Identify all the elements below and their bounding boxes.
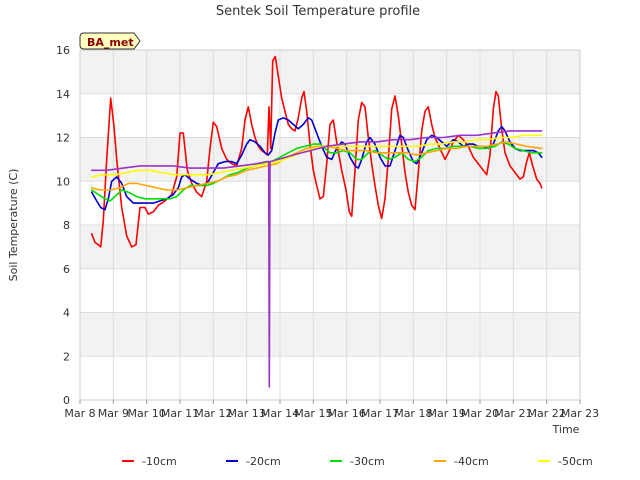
x-tick-label: Mar 11 [161, 407, 199, 420]
legend-label-10cm: -10cm [142, 455, 177, 468]
x-tick-label: Mar 22 [528, 407, 566, 420]
x-tick-label: Mar 9 [98, 407, 129, 420]
x-axis-label: Time [552, 423, 580, 436]
plot-band [80, 312, 580, 357]
legend-label-30cm: -30cm [350, 455, 385, 468]
x-tick-label: Mar 17 [361, 407, 399, 420]
y-tick-label: 6 [63, 263, 70, 276]
x-tick-label: Mar 15 [294, 407, 332, 420]
x-tick-label: Mar 18 [394, 407, 432, 420]
legend-label-50cm: -50cm [558, 455, 593, 468]
plot-band [80, 268, 580, 313]
series-line-60cm [90, 130, 543, 388]
badge: BA_met [79, 32, 141, 50]
x-tick-label: Mar 8 [64, 407, 95, 420]
x-tick-label: Mar 14 [261, 407, 299, 420]
x-tick-label: Mar 10 [128, 407, 166, 420]
y-tick-label: 14 [56, 88, 70, 101]
x-tick-label: Mar 13 [228, 407, 266, 420]
plot-band [80, 225, 580, 269]
series-lines [90, 55, 543, 388]
y-tick-label: 4 [63, 307, 70, 320]
x-tick-label: Mar 20 [461, 407, 499, 420]
series-line-40cm [90, 141, 543, 191]
y-axis-ticks: 0 2 4 6 8 10 12 14 16 [56, 44, 70, 407]
y-tick-label: 8 [63, 219, 70, 232]
y-tick-label: 0 [63, 394, 70, 407]
legend-label-40cm: -40cm [454, 455, 489, 468]
badge-label: BA_met [87, 36, 134, 49]
plot-frame [79, 49, 581, 401]
x-tick-label: Mar 16 [328, 407, 366, 420]
plot-band [80, 356, 580, 400]
y-tick-label: 12 [56, 132, 70, 145]
y-tick-label: 2 [63, 350, 70, 363]
y-tick-label: 10 [56, 175, 70, 188]
x-tick-label: Mar 21 [494, 407, 532, 420]
x-tick-label: Mar 19 [428, 407, 466, 420]
y-axis-label: Soil Temperature (C) [7, 169, 20, 282]
badge-shape [79, 32, 141, 50]
legend: -10cm-20cm-30cm-40cm-50cm-60cm [122, 455, 593, 468]
series-line-50cm [90, 134, 543, 178]
y-tick-label: 16 [56, 44, 70, 57]
chart-title: Sentek Soil Temperature profile [216, 4, 420, 19]
plot-band [80, 50, 580, 94]
legend-label-20cm: -20cm [246, 455, 281, 468]
x-tick-label: Mar 23 [561, 407, 599, 420]
plot-background [80, 50, 580, 400]
x-tick-label: Mar 12 [194, 407, 232, 420]
